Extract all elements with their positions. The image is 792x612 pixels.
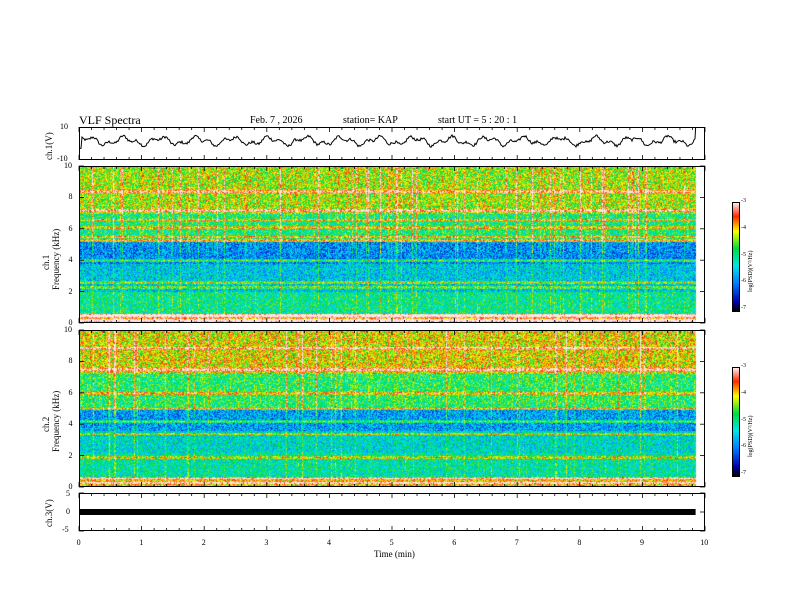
ch1-waveform-ytick-bottom: -10 (57, 154, 68, 163)
x-axis-tick-label: 7 (514, 538, 519, 547)
ch1-spectrogram-ytick-label: 0 (68, 318, 73, 327)
station-label: station= KAP (343, 115, 398, 126)
ch1-waveform-ytick-top: 10 (60, 122, 68, 131)
ch1-spectrogram-colorbar-tick: -6 (741, 278, 746, 285)
ch1-spectrogram-ytick-label: 2 (68, 286, 73, 296)
x-axis-tick-label: 6 (452, 538, 457, 547)
ch2-spectrogram-ytick-label: 2 (68, 450, 73, 460)
x-axis-tick-label: 8 (577, 538, 582, 547)
ch2-spectrogram-colorbar-tick: -7 (741, 470, 746, 476)
ch2-spectrogram-ytick-label: 4 (68, 419, 73, 429)
ch3-ytick-top: 5 (66, 489, 70, 498)
ch2-spectrogram-ytick-label: 0 (68, 482, 73, 491)
ch1-spectrogram-image (79, 166, 705, 323)
ch1-spectrogram-colorbar-tick: -3 (741, 198, 746, 204)
ch1-waveform-panel (78, 127, 706, 160)
ch1-spectrogram-ytick-label: 10 (64, 161, 72, 170)
ch2-spectrogram-panel (78, 329, 706, 488)
date-label: Feb. 7 , 2026 (250, 115, 303, 126)
ch2-spectrogram-ytick-label: 6 (68, 387, 73, 397)
ch1-spectrogram-colorbar-tick: -5 (741, 251, 746, 258)
ch1-waveform-line (79, 127, 697, 149)
ch1-colorbar (732, 202, 740, 312)
ch2-colorbar (732, 367, 740, 477)
ch3-plot (78, 492, 706, 532)
ch1-waveform-ylabel: ch.1(V) (44, 132, 54, 160)
ch2-spectrogram-ylabel-channel: ch.2 (41, 416, 51, 432)
ch3-signal-line (79, 509, 696, 515)
ch1-spectrogram-panel (78, 165, 706, 324)
ch1-spectrogram-ytick-label: 6 (68, 223, 73, 233)
ch2-spectrogram-border (79, 330, 705, 487)
ch1-colorbar-label: log(PSD)(V²/Hz) (748, 250, 754, 292)
ch3-ytick-bottom: -5 (62, 525, 69, 534)
ch3-ylabel: ch.3(V) (44, 499, 54, 527)
ch3-ytick-middle: 0 (66, 507, 70, 516)
ch1-spectrogram-ylabel-channel: ch.1 (41, 254, 51, 270)
ch2-spectrogram-ytick-label: 8 (68, 356, 73, 366)
ch1-spectrogram-colorbar-tick: -7 (741, 305, 746, 311)
ch1-spectrogram-ylabel-frequency: Frequency (kHz) (51, 228, 61, 290)
x-axis-label: Time (min) (374, 549, 415, 559)
x-axis-tick-label: 2 (201, 538, 206, 547)
ch2-colorbar-label: log(PSD)(V²/Hz) (748, 415, 754, 457)
ch1-spectrogram-border (79, 166, 705, 323)
ch1-spectrogram-frame (78, 165, 706, 324)
x-axis-tick-label: 9 (640, 538, 644, 547)
ch2-spectrogram-colorbar-tick: -4 (741, 389, 746, 396)
ch1-spectrogram-ytick-label: 4 (68, 255, 73, 265)
chart-title: VLF Spectra (79, 113, 141, 127)
x-axis-tick-label: 10 (700, 538, 709, 547)
x-axis-tick-label: 1 (139, 538, 144, 547)
ch3-panel (78, 492, 706, 532)
ch2-colorbar-gradient (732, 367, 740, 477)
ch2-spectrogram-ytick-label: 10 (64, 325, 72, 334)
ch1-spectrogram-ytick-label: 8 (68, 192, 73, 202)
x-axis-tick-label: 4 (327, 538, 331, 547)
start-time-label: start UT = 5 : 20 : 1 (438, 115, 518, 126)
ch1-colorbar-gradient (732, 202, 740, 312)
ch2-spectrogram-colorbar-tick: -3 (741, 363, 746, 369)
ch2-spectrogram-colorbar-tick: -5 (741, 416, 746, 423)
ch1-waveform-plot (78, 127, 706, 160)
ch2-spectrogram-ylabel-frequency: Frequency (kHz) (51, 390, 61, 452)
x-axis-tick-label: 3 (264, 538, 269, 547)
ch2-spectrogram-image (79, 330, 705, 487)
x-axis-tick-label: 5 (389, 538, 394, 547)
ch1-spectrogram-colorbar-tick: -4 (741, 224, 746, 231)
x-axis-tick-label: 0 (76, 538, 81, 547)
ch2-spectrogram-frame (78, 329, 706, 488)
ch2-spectrogram-colorbar-tick: -6 (741, 443, 746, 450)
